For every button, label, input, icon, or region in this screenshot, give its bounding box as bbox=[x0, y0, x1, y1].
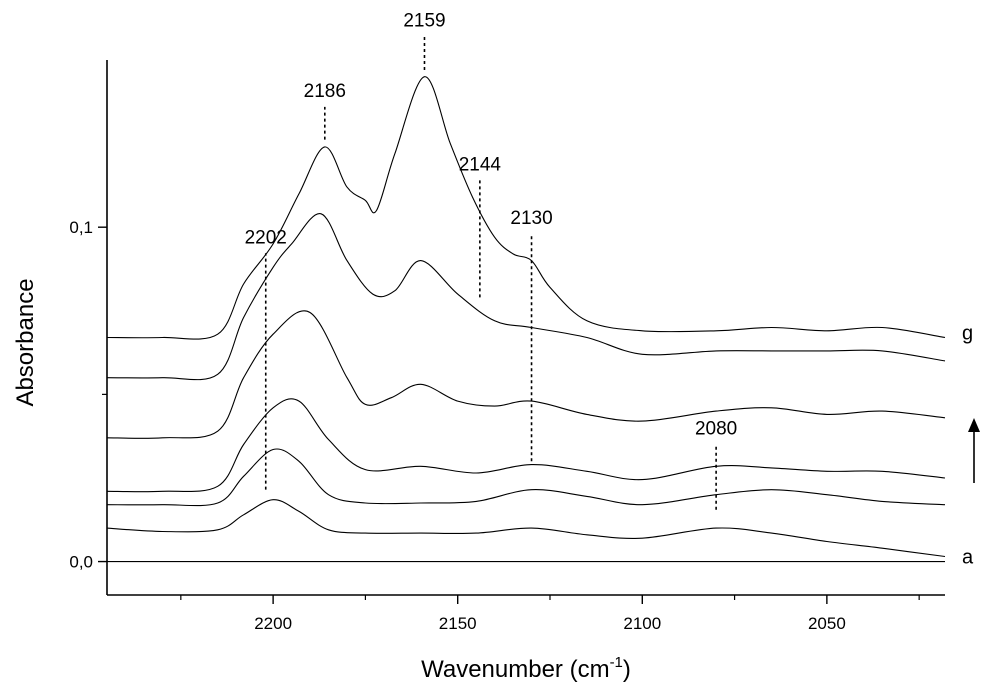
spectrum-line-4 bbox=[106, 310, 946, 439]
arrow-up-head-icon bbox=[968, 418, 980, 432]
spectra-series bbox=[106, 76, 946, 563]
peak-annotations: 2202 2186 2159 2144 2130 2080 bbox=[245, 11, 737, 510]
peak-label: 2202 bbox=[245, 227, 287, 248]
peak-label: 2130 bbox=[510, 208, 552, 229]
x-axis-title-close: ) bbox=[623, 656, 631, 683]
spectrum-line-1 bbox=[106, 499, 946, 558]
spectrum-line-6 bbox=[106, 76, 946, 340]
trace-label-a: a bbox=[962, 547, 974, 569]
y-tick-label: 0,0 bbox=[69, 553, 93, 572]
spectrum-line-3 bbox=[106, 398, 946, 493]
axes: 2200 2150 2100 2050 0,0 0,1 bbox=[69, 60, 945, 633]
y-tick-label: 0,1 bbox=[69, 218, 93, 237]
x-axis-title: Wavenumber (cm-1) bbox=[421, 654, 631, 683]
x-tick-label: 2100 bbox=[623, 614, 661, 633]
x-tick-label: 2050 bbox=[808, 614, 846, 633]
x-axis-title-superscript: -1 bbox=[610, 654, 623, 671]
spectrum-line-2 bbox=[106, 448, 946, 507]
y-axis-title: Absorbance bbox=[12, 278, 39, 406]
peak-label: 2159 bbox=[403, 11, 445, 32]
x-tick-label: 2150 bbox=[439, 614, 477, 633]
labels: a g Wavenumber (cm-1) Absorbance bbox=[12, 278, 980, 683]
peak-label: 2080 bbox=[695, 419, 737, 440]
peak-label: 2144 bbox=[459, 154, 502, 175]
x-axis-title-text: Wavenumber (cm bbox=[421, 656, 609, 683]
trace-label-g: g bbox=[962, 323, 973, 345]
peak-label: 2186 bbox=[304, 81, 346, 102]
x-tick-label: 2200 bbox=[254, 614, 292, 633]
spectrum-line-5 bbox=[106, 213, 946, 381]
